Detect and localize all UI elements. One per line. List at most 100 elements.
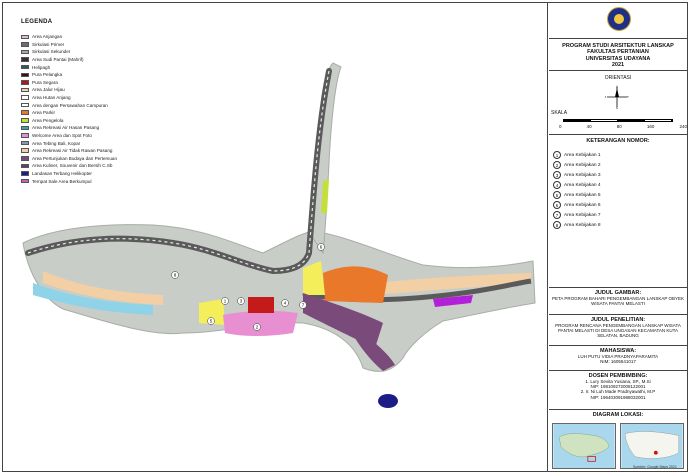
legend-label: Area Sudi Pantai (Mahrif) [32,57,84,63]
area-number-marker [253,323,261,331]
legend-label: Area Anjangan [32,34,63,40]
judul-gambar-title: JUDUL GAMBAR: [594,290,642,296]
legend-item: Sirkulasi Primer [21,41,191,49]
scale-tick: 0 [559,124,562,129]
legend-item: Area Tebing Bali, Kopar [21,139,191,147]
note-number: 7 [553,211,561,219]
culinary-area [355,333,395,371]
helipad [378,394,398,408]
note-label: Area Kebijakan 7 [564,212,601,218]
orientation-scale-box: ORIENTASI U S T B SKALA 0 40 80 160 240 [549,73,687,135]
legend-label: Helipagh [32,64,51,70]
note-number: 4 [553,181,561,189]
notes-title: KETERANGAN NOMOR: [586,138,650,144]
legend-title: LEGENDA [21,19,53,25]
judul-gambar-box: JUDUL GAMBAR: PETA PROGRAM BAHARI PENGEM… [549,289,687,315]
legend-swatch [21,34,29,40]
diagram-caption: Sumber: Google Maps 2021 [633,465,677,469]
note-item: 4 Area Kebijakan 4 [549,180,687,190]
yellow-zone-1 [303,261,325,295]
legend-item: Area Pengelola [21,117,191,125]
legend-item: Landasan Terbang Helikopter [21,170,191,178]
landmass [22,224,536,372]
legend-item: Helipagh [21,63,191,71]
legend-item: Area Pertunjukan Budaya dan Pertemuan [21,155,191,163]
note-number: 6 [553,201,561,209]
year: 2021 [611,62,625,69]
note-item: 7 Area Kebijakan 7 [549,210,687,220]
legend-swatch [21,95,29,100]
legend-label: Area Pengelola [32,117,64,123]
mahasiswa-name: LUH PUTU VIDIA PRADNYAPARAMITA [577,354,659,359]
notes-box: KETERANGAN NOMOR: 1 Area Kebijakan 1 2 Area… [549,136,687,288]
legend-label: Area Pertunjukan Budaya dan Pertemuan [32,155,118,161]
legend-item: Welcome Area dan Spot Foto [21,132,191,140]
area-number-label: 5 [210,319,213,324]
bali-location-map [552,423,616,469]
legend-swatch [21,57,29,62]
legend-swatch [21,64,29,70]
university-name: UNIVERSITAS UDAYANA [585,55,651,62]
legend-swatch [21,80,29,85]
dosen-title: DOSEN PEMBIMBING: [588,373,648,379]
site-location-map [620,423,684,469]
legend-item: Pura Segara [21,79,191,87]
dosen-1: 1. Lury Sevita Yusiana, SP., M.Si [585,379,651,384]
legend-swatch [21,42,29,47]
note-number: 5 [553,191,561,199]
note-label: Area Kebijakan 8 [564,222,601,228]
scale-tick: 80 [616,124,622,129]
judul-penelitian-title: JUDUL PENELITIAN: [590,317,646,323]
note-number: 8 [553,221,561,229]
legend-swatch [21,87,29,93]
legend-label: Area Jalur Hijau [32,87,65,93]
yellow-zone-2 [199,299,225,325]
note-item: 5 Area Kebijakan 5 [549,190,687,200]
legend-swatch [21,72,29,78]
note-item: 8 Area Kebijakan 8 [549,220,687,230]
beach-strip-east [373,273,531,295]
scale-tick: 240 [679,124,687,129]
judul-gambar-text: PETA PROGRAM BAHARI PENGEMBANGAN LANSKAP… [551,296,685,307]
note-label: Area Kebijakan 5 [564,192,601,198]
diagram-lokasi-box: DIAGRAM LOKASI: [549,411,687,421]
legend-label: Sirkulasi Sekunder [32,49,71,55]
compass-east: T [627,95,629,99]
legend-swatch [21,133,29,138]
legend-swatch [21,49,29,55]
note-number: 3 [553,171,561,179]
legend-swatch [21,110,29,115]
mahasiswa-title: MAHASISWA: [599,348,637,354]
pura-segara [248,297,274,313]
note-item: 2 Area Kebijakan 2 [549,160,687,170]
skala-label: SKALA [551,110,568,116]
gathering-area [433,295,473,307]
primary-road-centerline [27,70,330,272]
mahasiswa-box: MAHASISWA: LUH PUTU VIDIA PRADNYAPARAMIT… [549,347,687,371]
legend-swatch [21,156,29,161]
program-name: PROGRAM STUDI ARSITEKTUR LANSKAP [562,43,674,49]
note-label: Area Kebijakan 3 [564,172,601,178]
note-label: Area Kebijakan 1 [564,152,601,158]
university-logo-icon [607,7,631,31]
legend-swatch [21,118,29,123]
logo-box [549,3,687,39]
legend-label: Area Hutan Anjang [32,95,71,101]
legend-item: Area Anjangan [21,33,191,41]
area-number-label: 7 [302,303,305,308]
legend-item: Area Sudi Pantai (Mahrif) [21,56,191,64]
title-box: PROGRAM STUDI ARSITEKTUR LANSKAP FAKULTA… [549,39,687,71]
faculty-name: FAKULTAS PERTANIAN [587,49,649,56]
area-number-marker [207,317,215,325]
water-strip-west [33,283,153,315]
legend-item: Area dengan Persawahan Campuran [21,101,191,109]
legend-item: Area Rekreasi Air Hasan Pasang [21,124,191,132]
area-number-label: 1 [224,299,227,304]
title-block-panel: PROGRAM STUDI ARSITEKTUR LANSKAP FAKULTA… [549,3,687,471]
legend-item: Tempat Sale Area Berkumpul [21,177,191,185]
scale-ticks: 0 40 80 160 240 [559,124,687,129]
area-number-label: 8 [174,273,177,278]
compass-icon: U S T B [605,85,629,109]
